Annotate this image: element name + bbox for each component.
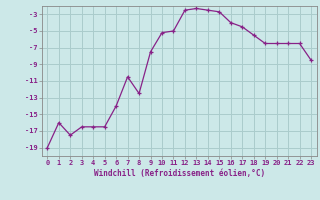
X-axis label: Windchill (Refroidissement éolien,°C): Windchill (Refroidissement éolien,°C) [94,169,265,178]
